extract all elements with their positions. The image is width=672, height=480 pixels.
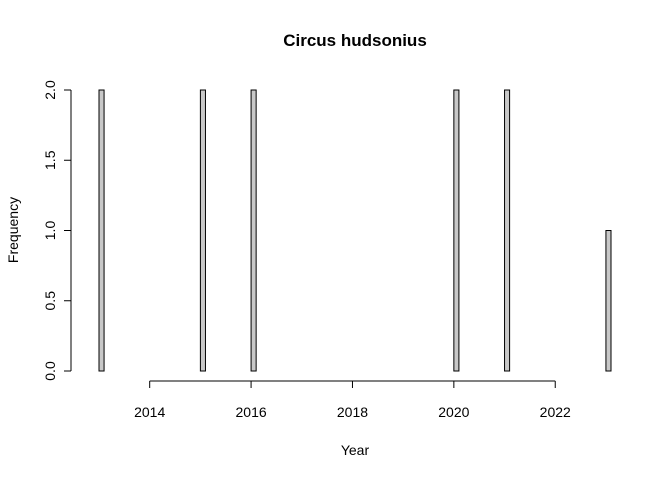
bar: [199, 89, 206, 372]
x-axis: 2014 2016 2018 2020 2022: [134, 380, 571, 420]
x-tick-label: 2020: [438, 404, 469, 420]
bar: [605, 230, 612, 372]
bar: [504, 89, 511, 372]
y-tick-label: 2.0: [42, 80, 58, 100]
x-tick-label: 2014: [134, 404, 165, 420]
bars-group: [98, 89, 612, 372]
x-tick-label: 2022: [540, 404, 571, 420]
bar: [453, 89, 460, 372]
y-tick-label: 0.0: [42, 361, 58, 381]
chart-title: Circus hudsonius: [283, 31, 427, 50]
y-axis-label: Frequency: [5, 197, 21, 263]
x-tick-label: 2018: [337, 404, 368, 420]
x-tick-label: 2016: [236, 404, 267, 420]
y-axis: 0.0 0.5 1.0 1.5 2.0: [42, 80, 72, 381]
bar: [98, 89, 105, 372]
y-tick-label: 1.5: [42, 150, 58, 170]
bar: [250, 89, 257, 372]
x-axis-label: Year: [341, 442, 370, 458]
y-tick-label: 0.5: [42, 291, 58, 311]
y-tick-label: 1.0: [42, 221, 58, 241]
